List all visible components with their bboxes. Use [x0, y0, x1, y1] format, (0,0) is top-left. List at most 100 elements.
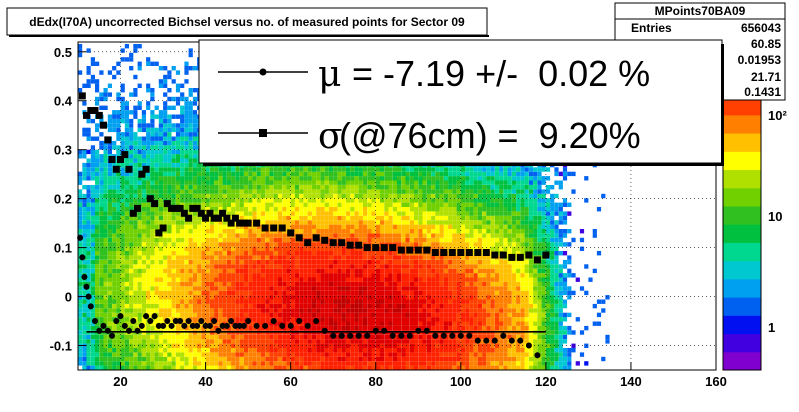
- heatmap-cell: [158, 361, 163, 366]
- heatmap-cell: [358, 202, 363, 207]
- heatmap-cell: [397, 303, 402, 309]
- heatmap-cell: [392, 264, 397, 269]
- heatmap-cell: [269, 189, 274, 194]
- heatmap-cell: [175, 312, 181, 318]
- heatmap-cell: [86, 242, 91, 247]
- heatmap-cell: [201, 193, 206, 199]
- heatmap-cell: [401, 185, 406, 190]
- heatmap-cell: [184, 264, 189, 269]
- heatmap-cell: [120, 303, 125, 309]
- heatmap-cell: [150, 325, 155, 331]
- heatmap-cell: [226, 264, 232, 269]
- heatmap-cell: [133, 145, 138, 150]
- heatmap-cell: [384, 281, 389, 287]
- heatmap-cell: [120, 105, 125, 110]
- heatmap-cell: [188, 162, 193, 168]
- heatmap-cell: [137, 215, 142, 221]
- heatmap-cell: [384, 334, 389, 340]
- heatmap-cell: [146, 259, 151, 265]
- heatmap-cell: [167, 321, 172, 326]
- heatmap-cell: [197, 171, 202, 177]
- heatmap-cell: [180, 140, 185, 146]
- heatmap-cell: [333, 352, 338, 357]
- heatmap-cell: [363, 167, 368, 172]
- heatmap-cell: [316, 277, 321, 282]
- heatmap-cell: [226, 348, 232, 353]
- heatmap-cell: [341, 198, 346, 203]
- heatmap-cell: [354, 365, 359, 370]
- heatmap-cell: [401, 286, 406, 291]
- heatmap-cell: [256, 185, 261, 190]
- heatmap-cell: [414, 321, 419, 326]
- heatmap-cell: [303, 308, 308, 313]
- heatmap-cell: [124, 145, 129, 150]
- heatmap-cell: [188, 325, 193, 331]
- heatmap-cell: [124, 281, 129, 287]
- heatmap-cell: [218, 171, 223, 177]
- heatmap-cell: [124, 220, 129, 225]
- heatmap-cell: [205, 268, 210, 274]
- heatmap-cell: [192, 273, 198, 278]
- heatmap-cell: [197, 312, 202, 318]
- heatmap-cell: [150, 233, 155, 238]
- heatmap-cell: [95, 171, 100, 177]
- heatmap-cell: [205, 229, 210, 234]
- heatmap-cell: [86, 325, 91, 331]
- heatmap-cell: [197, 361, 202, 366]
- heatmap-cell: [392, 229, 397, 234]
- heatmap-cell: [384, 251, 389, 256]
- heatmap-cell: [163, 290, 168, 296]
- heatmap-cell: [112, 114, 117, 119]
- heatmap-cell: [316, 312, 321, 318]
- heatmap-cell: [116, 123, 121, 128]
- heatmap-cell: [409, 242, 414, 247]
- heatmap-cell: [401, 299, 406, 304]
- heatmap-cell: [112, 207, 117, 212]
- heatmap-cell: [324, 348, 329, 353]
- heatmap-cell: [95, 233, 100, 238]
- heatmap-cell: [346, 356, 351, 362]
- heatmap-cell: [95, 277, 100, 282]
- heatmap-cell: [192, 277, 198, 282]
- heatmap-cell: [354, 264, 359, 269]
- heatmap-cell: [367, 259, 372, 265]
- heatmap-cell: [320, 356, 325, 362]
- heatmap-cell: [107, 171, 112, 177]
- heatmap-cell: [350, 237, 355, 243]
- heatmap-cell: [201, 233, 206, 238]
- heatmap-cell: [316, 176, 321, 181]
- heatmap-cell: [401, 189, 406, 194]
- heatmap-cell: [99, 348, 104, 353]
- heatmap-cell: [333, 193, 338, 199]
- heatmap-cell: [252, 259, 257, 265]
- heatmap-cell: [235, 242, 240, 247]
- heatmap-cell: [235, 290, 240, 296]
- heatmap-cell: [129, 361, 134, 366]
- heatmap-cell: [350, 321, 355, 326]
- heatmap-cell: [380, 365, 385, 370]
- heatmap-cell: [312, 290, 317, 296]
- heatmap-cell: [163, 259, 168, 265]
- heatmap-cell: [303, 224, 308, 229]
- heatmap-cell: [316, 356, 321, 362]
- heatmap-cell: [239, 176, 244, 181]
- heatmap-cell: [414, 273, 419, 278]
- heatmap-cell: [239, 198, 244, 203]
- heatmap-cell: [367, 277, 372, 282]
- heatmap-cell: [346, 325, 351, 331]
- heatmap-cell: [363, 207, 368, 212]
- heatmap-cell: [384, 233, 389, 238]
- heatmap-cell: [167, 259, 172, 265]
- heatmap-cell: [133, 215, 138, 221]
- heatmap-cell: [146, 308, 151, 313]
- heatmap-cell: [205, 242, 210, 247]
- heatmap-cell: [146, 171, 151, 177]
- heatmap-cell: [248, 365, 253, 370]
- heatmap-cell: [107, 277, 112, 282]
- heatmap-cell: [150, 352, 155, 357]
- heatmap-cell: [269, 356, 274, 362]
- heatmap-cell: [133, 180, 138, 185]
- heatmap-cell: [90, 255, 95, 260]
- heatmap-cell: [409, 198, 414, 203]
- heatmap-cell: [197, 295, 202, 300]
